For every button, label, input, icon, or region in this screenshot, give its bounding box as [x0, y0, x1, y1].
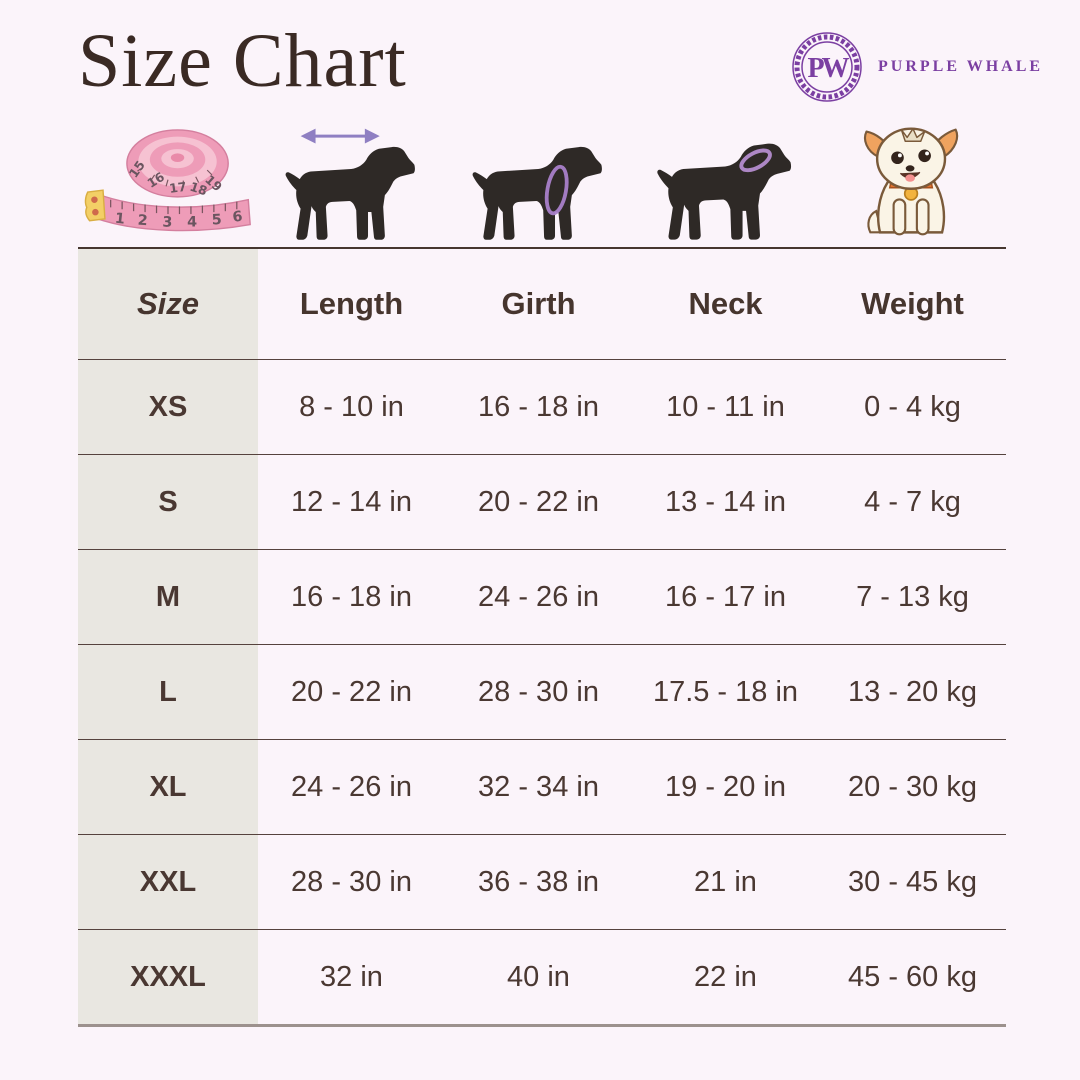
size-label: XS: [78, 360, 258, 454]
tape-number: 1: [114, 211, 126, 228]
length-value: 20 - 22 in: [291, 675, 412, 708]
header-girth: Girth: [501, 286, 576, 321]
length-value: 8 - 10 in: [299, 390, 404, 423]
size-label: XXL: [78, 835, 258, 929]
length-value: 12 - 14 in: [291, 485, 412, 518]
brand-name: PURPLE WHALE: [878, 58, 1044, 75]
neck-value: 17.5 - 18 in: [652, 675, 799, 708]
girth-value: 32 - 34 in: [478, 770, 599, 803]
size-label: XXXL: [78, 930, 258, 1024]
weight-value: 20 - 30 kg: [848, 770, 977, 803]
dog-silhouette: [472, 146, 602, 240]
girth-value: 28 - 30 in: [478, 675, 599, 708]
tape-number: 2: [137, 213, 148, 230]
brand-logo: PW PURPLE WHALE: [790, 30, 1043, 104]
neck-band: [738, 148, 772, 173]
girth-value: 40 in: [507, 960, 570, 993]
table-row-xs: XS 8 - 10 in 16 - 18 in 10 - 11 in 0 - 4…: [78, 360, 1006, 455]
header-neck: Neck: [688, 286, 763, 321]
weight-value: 4 - 7 kg: [864, 485, 961, 518]
neck-value: 10 - 11 in: [666, 390, 785, 423]
neck-value: 13 - 14 in: [665, 485, 786, 518]
dog-neck-icon: [656, 143, 791, 240]
table-row-m: M 16 - 18 in 24 - 26 in 16 - 17 in 7 - 1…: [78, 550, 1006, 645]
table-row-s: S 12 - 14 in 20 - 22 in 13 - 14 in 4 - 7…: [78, 455, 1006, 550]
weight-value: 30 - 45 kg: [848, 865, 977, 898]
neck-value: 21 in: [694, 865, 757, 898]
table-header-row: Size Length Girth Neck Weight: [78, 249, 1006, 360]
header-weight: Weight: [861, 286, 964, 321]
table-row-xxxl: XXXL 32 in 40 in 22 in 45 - 60 kg: [78, 930, 1006, 1027]
dog-girth-icon: [472, 146, 602, 240]
table-row-xl: XL 24 - 26 in 32 - 34 in 19 - 20 in 20 -…: [78, 740, 1006, 835]
length-value: 24 - 26 in: [291, 770, 412, 803]
dog-length-icon: [285, 128, 415, 240]
puppy-icon: [863, 127, 958, 236]
page-title: Size Chart: [78, 19, 407, 103]
size-label: S: [78, 455, 258, 549]
girth-value: 20 - 22 in: [478, 485, 599, 518]
length-value: 16 - 18 in: [291, 580, 412, 613]
neck-value: 19 - 20 in: [665, 770, 786, 803]
header-size: Size: [78, 249, 258, 359]
weight-value: 0 - 4 kg: [864, 390, 961, 423]
monogram-text: PW: [807, 53, 849, 84]
weight-value: 7 - 13 kg: [856, 580, 969, 613]
measuring-tape-icon: 1 2 3 4 5 6 15 16 17: [84, 129, 251, 232]
girth-value: 36 - 38 in: [478, 865, 599, 898]
girth-band: [544, 164, 569, 216]
weight-value: 13 - 20 kg: [848, 675, 977, 708]
neck-value: 22 in: [694, 960, 757, 993]
measurement-icons-row: 1 2 3 4 5 6 15 16 17: [78, 114, 1006, 244]
weight-value: 45 - 60 kg: [848, 960, 977, 993]
length-value: 28 - 30 in: [291, 865, 412, 898]
table-row-l: L 20 - 22 in 28 - 30 in 17.5 - 18 in 13 …: [78, 645, 1006, 740]
tape-number: 6: [232, 209, 244, 226]
tape-number: 18: [188, 179, 209, 199]
girth-value: 24 - 26 in: [478, 580, 599, 613]
table-row-xxl: XXL 28 - 30 in 36 - 38 in 21 in 30 - 45 …: [78, 835, 1006, 930]
neck-value: 16 - 17 in: [665, 580, 786, 613]
tape-number: 17: [168, 179, 187, 196]
size-label: M: [78, 550, 258, 644]
dog-silhouette: [285, 146, 415, 240]
header-length: Length: [299, 286, 404, 321]
tape-number: 4: [187, 214, 197, 230]
girth-value: 16 - 18 in: [478, 390, 599, 423]
size-label: L: [78, 645, 258, 739]
tape-number: 3: [162, 214, 173, 230]
purple-whale-monogram-icon: PW: [792, 32, 862, 102]
size-table: Size Length Girth Neck Weight XS 8 - 10 …: [78, 247, 1006, 1027]
tape-number: 5: [211, 212, 222, 229]
size-label: XL: [78, 740, 258, 834]
length-value: 32 in: [320, 960, 383, 993]
